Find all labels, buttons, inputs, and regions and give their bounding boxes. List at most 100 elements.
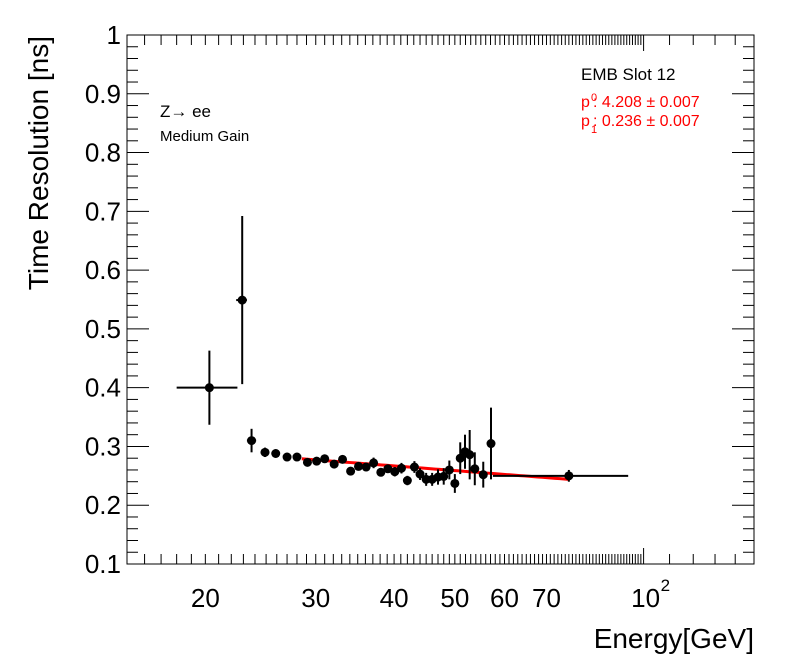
data-marker: [390, 467, 400, 477]
data-marker: [353, 461, 363, 471]
data-point: [450, 474, 460, 493]
data-point: [409, 461, 419, 473]
x-axis-ticks: 20 30 40 50 60 70 10 2: [144, 35, 755, 613]
data-marker: [402, 476, 412, 486]
y-tick-label: 0.9: [85, 79, 121, 109]
data-point: [383, 464, 393, 474]
data-point: [390, 467, 400, 477]
data-point: [176, 350, 238, 425]
data-point: [492, 469, 629, 482]
data-marker: [271, 448, 281, 458]
data-marker: [450, 478, 460, 488]
data-marker: [247, 436, 257, 446]
data-point: [353, 461, 363, 471]
data-marker: [444, 465, 454, 475]
data-marker: [383, 464, 393, 474]
data-marker: [312, 456, 322, 466]
data-marker: [361, 462, 371, 472]
data-marker: [564, 471, 574, 481]
data-point: [470, 452, 480, 486]
data-point: [361, 462, 371, 472]
data-point: [312, 456, 322, 466]
data-point: [465, 429, 475, 480]
gain-label: Medium Gain: [160, 128, 249, 145]
x-tick-label: 50: [440, 583, 469, 613]
data-point: [338, 454, 348, 464]
data-marker: [486, 439, 496, 449]
x-tick-label: 60: [490, 583, 519, 613]
x-tick-label: 70: [532, 583, 561, 613]
plot-frame: [126, 34, 755, 565]
data-point: [415, 468, 425, 480]
data-marker: [302, 457, 312, 467]
y-tick-label: 0.2: [85, 490, 121, 520]
data-point: [369, 457, 379, 469]
y-tick-label: 1: [107, 20, 121, 50]
data-marker: [376, 467, 386, 477]
data-marker: [204, 383, 214, 393]
data-marker: [329, 459, 339, 469]
data-point: [271, 448, 281, 458]
data-marker: [470, 464, 480, 474]
data-point: [402, 475, 412, 486]
data-point: [486, 407, 496, 480]
data-marker: [415, 469, 425, 479]
data-point: [396, 462, 406, 474]
data-points-layer: [176, 216, 629, 493]
data-marker: [237, 295, 247, 305]
data-point: [444, 460, 454, 480]
data-marker: [478, 470, 488, 480]
y-tick-label: 0.8: [85, 138, 121, 168]
data-marker: [369, 458, 379, 468]
data-point: [329, 459, 339, 469]
fit-param-p1: p 1 : 0.236 ± 0.007: [581, 113, 700, 136]
p0-symbol: p: [581, 94, 590, 111]
data-marker: [320, 454, 330, 464]
data-point: [439, 468, 449, 485]
data-point: [246, 428, 257, 453]
y-tick-label: 0.7: [85, 196, 121, 226]
x-axis-title: Energy[GeV]: [594, 623, 754, 654]
data-point: [282, 452, 292, 462]
data-point: [455, 442, 465, 475]
p0-subscript: 0: [591, 92, 597, 104]
y-tick-label: 0.1: [85, 549, 121, 579]
y-axis-ticks: 0.1 0.2 0.3 0.4 0.5 0.6 0.7 0.8 0.9 1: [85, 20, 754, 579]
fit-param-p0: p 0 : 4.208 ± 0.007: [581, 92, 700, 111]
y-tick-label: 0.6: [85, 255, 121, 285]
y-axis-title: Time Resolution [ns]: [23, 36, 54, 290]
x-tick-label: 40: [380, 583, 409, 613]
process-label: Z→ ee: [160, 102, 211, 121]
p1-symbol: p: [581, 113, 590, 130]
x-tick-label-100-base: 10: [631, 583, 660, 613]
p1-value: : 0.236 ± 0.007: [593, 113, 700, 130]
x-tick-label: 30: [301, 583, 330, 613]
data-point: [376, 467, 386, 477]
data-marker: [409, 462, 419, 472]
data-marker: [260, 447, 270, 457]
y-tick-label: 0.5: [85, 314, 121, 344]
y-tick-label: 0.4: [85, 373, 121, 403]
data-point: [302, 457, 312, 467]
y-tick-label: 0.3: [85, 431, 121, 461]
data-point: [260, 447, 270, 458]
data-marker: [282, 452, 292, 462]
data-point: [292, 452, 302, 462]
data-marker: [292, 452, 302, 462]
x-tick-label-100-exponent: 2: [661, 576, 670, 595]
p0-value: : 4.208 ± 0.007: [593, 94, 700, 111]
slot-label: EMB Slot 12: [581, 65, 676, 84]
data-marker: [338, 454, 348, 464]
data-point: [320, 454, 330, 464]
data-marker: [346, 466, 356, 476]
data-point: [478, 461, 488, 488]
p1-subscript: 1: [591, 124, 597, 136]
data-marker: [455, 453, 465, 463]
data-point: [236, 216, 247, 385]
data-point: [346, 466, 356, 476]
data-marker: [465, 450, 475, 460]
data-marker: [439, 471, 449, 481]
x-tick-label: 20: [191, 583, 220, 613]
data-marker: [396, 463, 406, 473]
